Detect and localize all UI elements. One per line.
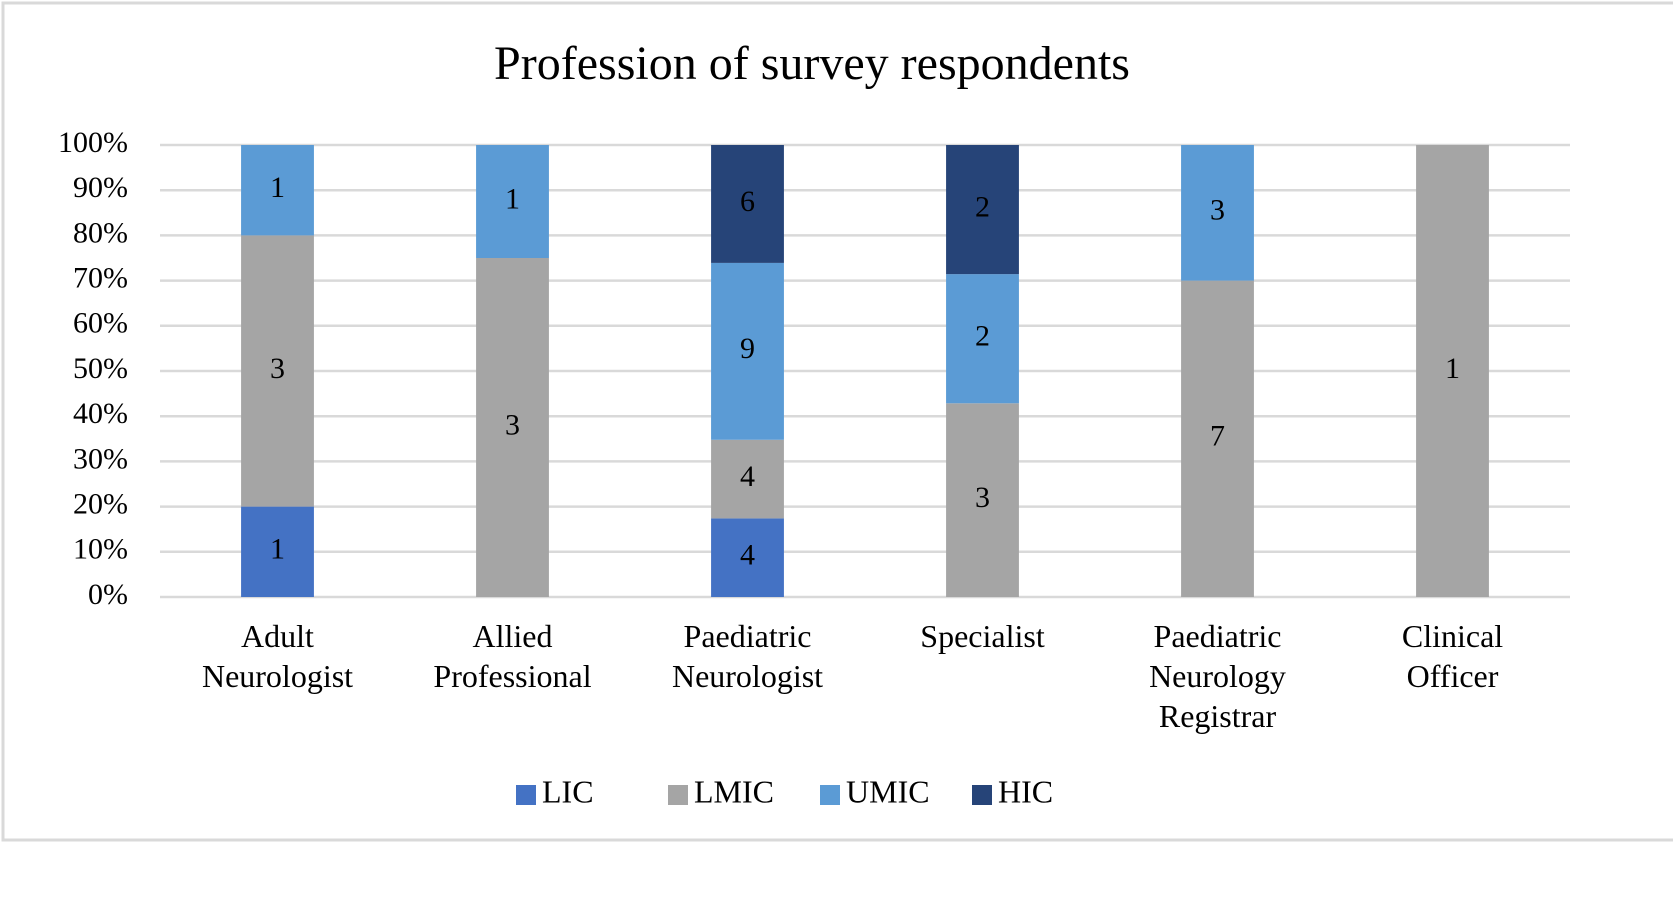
data-label: 7: [1210, 420, 1225, 453]
data-label: 1: [505, 182, 520, 215]
data-label: 3: [505, 408, 520, 441]
bar-segment: [946, 274, 1019, 404]
data-label: 4: [740, 460, 755, 493]
data-label: 6: [740, 185, 755, 218]
y-tick-label: 0%: [88, 578, 128, 611]
chart-title: Profession of survey respondents: [494, 37, 1130, 90]
bar-segment: [1416, 145, 1489, 597]
legend-swatch: [820, 785, 840, 805]
data-label: 2: [975, 320, 990, 353]
legend-label: LIC: [542, 773, 594, 809]
bar-segment: [476, 258, 549, 597]
data-label: 3: [270, 352, 285, 385]
bar-segment: [476, 145, 549, 258]
y-tick-label: 50%: [73, 352, 128, 385]
data-label: 1: [270, 171, 285, 204]
data-label: 3: [1210, 194, 1225, 227]
data-label: 1: [270, 533, 285, 566]
bar-segment: [711, 439, 784, 519]
y-tick-label: 20%: [73, 487, 128, 520]
legend-swatch: [972, 785, 992, 805]
data-label: 3: [975, 481, 990, 514]
bar-segment: [711, 262, 784, 440]
bar-segment: [1181, 280, 1254, 597]
bar-segment: [711, 145, 784, 263]
data-label: 2: [975, 190, 990, 223]
x-tick-label: Paediatric Neurologist: [672, 618, 823, 694]
x-tick-label: Allied Professional: [433, 618, 591, 694]
y-tick-label: 60%: [73, 307, 128, 340]
x-tick-label: Specialist: [920, 618, 1045, 654]
y-tick-label: 10%: [73, 533, 128, 566]
legend-swatch: [516, 785, 536, 805]
bar-segment: [946, 403, 1019, 597]
bar-segment: [946, 145, 1019, 275]
data-label: 9: [740, 332, 755, 365]
legend-label: UMIC: [846, 773, 930, 809]
bar-segment: [1181, 145, 1254, 281]
legend-label: LMIC: [694, 773, 774, 809]
bar-segment: [711, 518, 784, 597]
y-tick-label: 100%: [58, 126, 128, 159]
x-tick-label: Paediatric Neurology Registrar: [1149, 618, 1286, 734]
legend-swatch: [668, 785, 688, 805]
bar-segment: [241, 235, 314, 507]
y-tick-label: 40%: [73, 397, 128, 430]
x-tick-label: Clinical Officer: [1402, 618, 1503, 694]
y-tick-label: 30%: [73, 442, 128, 475]
y-tick-label: 90%: [73, 171, 128, 204]
bar-segment: [241, 145, 314, 236]
y-tick-label: 80%: [73, 216, 128, 249]
y-tick-label: 70%: [73, 261, 128, 294]
bar-segment: [241, 506, 314, 597]
data-label: 1: [1445, 352, 1460, 385]
data-label: 4: [740, 539, 755, 572]
legend-label: HIC: [998, 773, 1053, 809]
x-tick-label: Adult Neurologist: [202, 618, 353, 694]
